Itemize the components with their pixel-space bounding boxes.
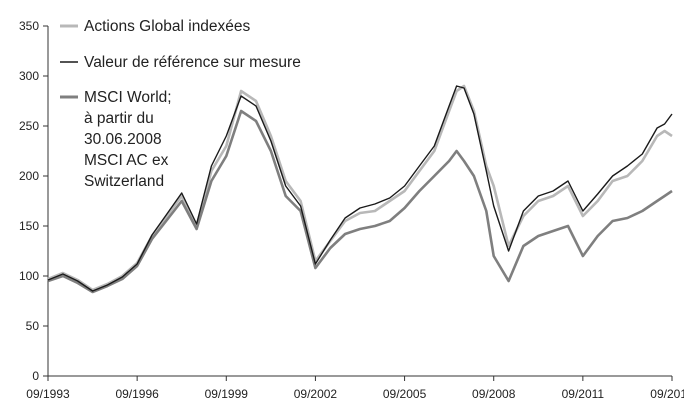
y-tick-label: 150 (19, 219, 39, 233)
x-tick-label: 09/1999 (205, 387, 249, 401)
y-tick-label: 50 (26, 319, 40, 333)
axes (47, 26, 672, 377)
x-tick-label: 09/2014 (650, 387, 684, 401)
legend-label-msci-world: MSCI World; à partir du 30.06.2008 MSCI … (84, 89, 176, 190)
y-tick-label: 250 (19, 119, 39, 133)
legend-label-msci-line-5: Switzerland (84, 173, 164, 190)
series-line-2 (47, 109, 673, 294)
y-ticks: 0 50 100 150 200 250 300 350 (19, 19, 48, 383)
legend-label-msci-line-4: MSCI AC ex (84, 152, 169, 169)
legend-label-msci-line-1: MSCI World; (84, 89, 172, 106)
y-tick-label: 0 (32, 369, 39, 383)
y-tick-label: 300 (19, 69, 39, 83)
x-tick-label: 09/1996 (115, 387, 159, 401)
y-tick-label: 100 (19, 269, 39, 283)
series-line-0 (47, 84, 673, 292)
x-tick-label: 09/2008 (472, 387, 516, 401)
series-lines (47, 84, 673, 294)
y-tick-label: 200 (19, 169, 39, 183)
legend: Actions Global indexées Valeur de référe… (60, 18, 301, 190)
series-line-1 (47, 85, 673, 292)
x-tick-label: 09/2005 (383, 387, 427, 401)
legend-label-msci-line-2: à partir du (84, 110, 154, 127)
legend-label-msci-line-3: 30.06.2008 (84, 131, 162, 148)
x-tick-label: 09/1993 (26, 387, 70, 401)
x-ticks: 09/1993 09/1996 09/1999 09/2002 09/2005 09/20… (26, 376, 684, 401)
legend-label-valeur-reference: Valeur de référence sur mesure (84, 54, 301, 71)
legend-label-actions-global: Actions Global indexées (84, 18, 251, 35)
x-tick-label: 09/2002 (294, 387, 338, 401)
x-tick-label: 09/2011 (562, 387, 605, 401)
y-tick-label: 350 (19, 19, 39, 33)
